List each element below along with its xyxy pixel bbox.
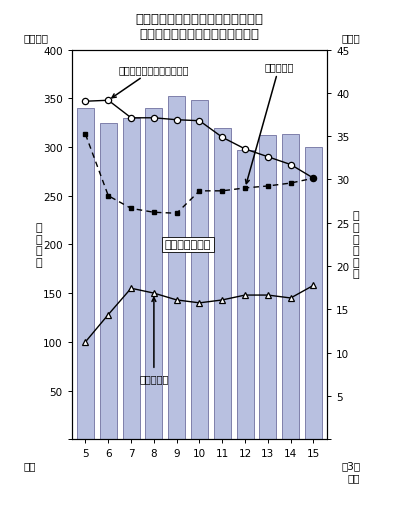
Y-axis label: 職
業
別
構
成
比: 職 業 別 構 成 比 <box>352 211 359 279</box>
Bar <box>191 101 208 439</box>
Text: 平成: 平成 <box>23 461 36 471</box>
Bar <box>259 136 277 439</box>
Bar <box>168 97 185 439</box>
Bar <box>122 119 140 439</box>
Text: 専門的・技術的職業従事者: 専門的・技術的職業従事者 <box>112 65 189 98</box>
Bar <box>237 150 254 439</box>
Bar <box>214 128 231 439</box>
Bar <box>77 109 94 439</box>
Bar <box>145 109 162 439</box>
Y-axis label: 就
職
者
数: 就 職 者 数 <box>35 223 41 267</box>
Text: 事務従事者: 事務従事者 <box>245 62 294 184</box>
Text: （千人）: （千人） <box>23 33 48 43</box>
Text: 年3月
卒業: 年3月 卒業 <box>341 461 360 482</box>
Text: （％）: （％） <box>342 33 360 43</box>
Text: 就　職　者　数: 就 職 者 数 <box>165 240 211 250</box>
Text: 図８　大学（学部）卒業者の就職先: 図８ 大学（学部）卒業者の就職先 <box>136 13 263 26</box>
Text: 販売従事者: 販売従事者 <box>139 298 169 383</box>
Bar <box>100 123 117 439</box>
Bar <box>282 135 299 439</box>
Bar <box>305 147 322 439</box>
Text: 職業別（主な３職種）構成の状況: 職業別（主な３職種）構成の状況 <box>140 28 259 41</box>
